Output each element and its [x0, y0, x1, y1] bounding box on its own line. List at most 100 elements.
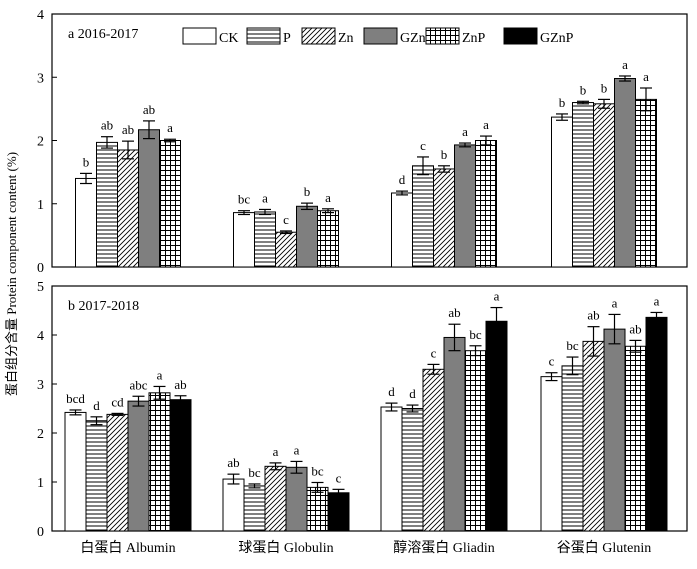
- bar-ck: [233, 212, 255, 268]
- legend-swatch-gznp: [503, 27, 538, 45]
- legend-label: ZnP: [462, 31, 486, 46]
- significance-letter: ab: [227, 455, 239, 470]
- y-axis-label: 蛋白组分含量 Protein component content (%): [4, 152, 19, 396]
- significance-letter: bc: [248, 465, 261, 480]
- significance-letter: a: [167, 120, 173, 135]
- significance-letter: c: [549, 354, 555, 369]
- x-category-label: 白蛋白 Albumin: [80, 540, 175, 556]
- bar-ck: [75, 177, 97, 268]
- bar-zn: [117, 149, 139, 268]
- bar-znp: [148, 392, 171, 532]
- y-tick-label: 5: [37, 280, 44, 295]
- bar-gznp: [169, 399, 192, 532]
- plot-frame: [51, 285, 688, 532]
- bar-gzn: [603, 328, 626, 532]
- bar-gzn: [443, 336, 466, 532]
- significance-letter: a: [273, 444, 279, 459]
- significance-letter: a: [462, 124, 468, 139]
- bar-ck: [380, 406, 403, 532]
- bar-p: [572, 102, 594, 268]
- significance-letter: ab: [143, 102, 155, 117]
- bar-gzn: [454, 144, 476, 268]
- bar-p: [412, 165, 434, 268]
- bar-znp: [306, 486, 329, 532]
- significance-letter: ab: [629, 321, 641, 336]
- bar-zn: [106, 413, 129, 532]
- bar-gznp: [485, 320, 508, 532]
- y-tick-label: 3: [37, 71, 44, 86]
- bar-gzn: [285, 466, 308, 532]
- significance-letter: a: [622, 57, 628, 72]
- bar-gznp: [645, 316, 668, 532]
- bar-ck: [540, 376, 563, 532]
- significance-letter: c: [420, 138, 426, 153]
- significance-letter: d: [399, 172, 406, 187]
- significance-letter: ab: [587, 308, 599, 323]
- bar-ck: [64, 411, 87, 532]
- y-tick-label: 0: [37, 261, 44, 276]
- significance-letter: c: [336, 470, 342, 485]
- bar-ck: [222, 478, 245, 532]
- significance-letter: a: [494, 289, 500, 304]
- significance-letter: a: [612, 295, 618, 310]
- significance-letter: ab: [174, 377, 186, 392]
- legend-swatch-ck: [182, 27, 217, 45]
- y-tick-label: 1: [37, 198, 44, 213]
- bar-gznp: [327, 492, 350, 532]
- legend-swatch-zn: [301, 27, 336, 45]
- significance-letter: bc: [238, 192, 251, 207]
- legend-label: GZnP: [540, 31, 574, 46]
- bar-p: [243, 485, 266, 532]
- legend-label: P: [283, 31, 291, 46]
- significance-letter: b: [601, 80, 608, 95]
- significance-letter: ab: [101, 118, 113, 133]
- bar-zn: [264, 465, 287, 532]
- y-tick-label: 2: [37, 135, 44, 150]
- significance-letter: d: [388, 384, 395, 399]
- significance-letter: c: [431, 345, 437, 360]
- bar-znp: [624, 345, 647, 532]
- bar-ck: [391, 192, 413, 268]
- x-category-label: 谷蛋白 Glutenin: [557, 540, 652, 556]
- panel-label: a 2016-2017: [68, 27, 138, 42]
- significance-letter: c: [283, 212, 289, 227]
- bar-znp: [635, 98, 657, 268]
- bar-gzn: [296, 205, 318, 268]
- bar-gzn: [614, 78, 636, 268]
- bar-p: [96, 141, 118, 268]
- legend: CK P Zn GZn ZnP GZnP: [182, 27, 574, 46]
- legend-label: CK: [219, 31, 238, 46]
- significance-letter: b: [83, 154, 90, 169]
- legend-swatch-gzn: [363, 27, 398, 45]
- bar-zn: [582, 340, 605, 532]
- y-tick-label: 4: [37, 329, 44, 344]
- significance-letter: bc: [469, 327, 482, 342]
- legend-swatch-znp: [425, 27, 460, 45]
- significance-letter: d: [409, 386, 416, 401]
- bar-ck: [551, 116, 573, 268]
- y-tick-label: 1: [37, 476, 44, 491]
- significance-letter: b: [580, 82, 587, 97]
- bar-zn: [422, 368, 445, 532]
- bar-znp: [317, 210, 339, 268]
- bar-gzn: [138, 129, 160, 268]
- bar-zn: [593, 103, 615, 268]
- significance-letter: a: [325, 190, 331, 205]
- significance-letter: bc: [566, 338, 579, 353]
- significance-letter: cd: [111, 394, 124, 409]
- significance-letter: a: [654, 293, 660, 308]
- y-tick-label: 0: [37, 525, 44, 540]
- significance-letter: bc: [311, 463, 324, 478]
- significance-letter: a: [294, 442, 300, 457]
- bar-p: [401, 408, 424, 532]
- y-tick-label: 2: [37, 427, 44, 442]
- x-axis-labels: 白蛋白 Albumin 球蛋白 Globulin 醇溶蛋白 Gliadin 谷蛋白 G…: [80, 539, 651, 556]
- significance-letter: bcd: [66, 391, 85, 406]
- panel-label: b 2017-2018: [68, 299, 139, 314]
- bar-znp: [159, 140, 181, 268]
- significance-letter: b: [441, 147, 448, 162]
- legend-swatch-p: [246, 27, 281, 45]
